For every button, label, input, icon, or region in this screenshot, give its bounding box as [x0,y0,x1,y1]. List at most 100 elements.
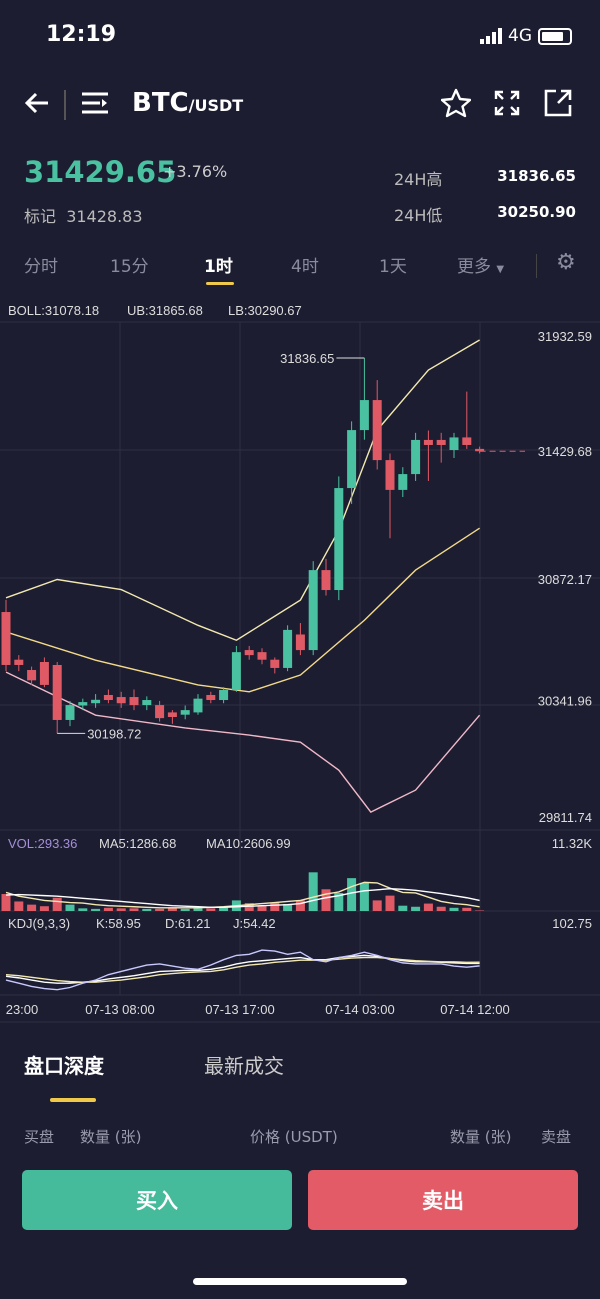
back-arrow-icon[interactable] [22,86,52,120]
candle-up [347,430,357,489]
tab-depth[interactable]: 盘口深度 [24,1054,104,1078]
candle-down [295,634,305,651]
interval-tabs: 分时 15分 1时 4时 1天 更多 ▼ ⚙ [0,250,600,288]
low-label: 24H低 [394,206,443,225]
candle-down [129,697,139,706]
kdj-label: KDJ(9,3,3) [8,916,70,931]
tab-timeline[interactable]: 分时 [24,257,58,277]
candle-up [142,700,152,706]
candle-down [244,650,254,656]
dropdown-icon: ▼ [496,264,505,275]
volume-bar [65,904,75,911]
vol-label: VOL:293.36 [8,836,77,851]
volume-bar [449,907,459,911]
fullscreen-icon[interactable] [492,86,522,120]
y-tick-label: 30341.96 [538,693,592,708]
volume-bar [129,908,139,911]
volume-bar [52,897,62,911]
x-tick-label: 07-13 08:00 [85,1002,154,1017]
candle-down [155,705,165,719]
volume-bar [462,907,472,911]
candle-up [231,652,241,690]
tab-4h[interactable]: 4时 [291,257,319,277]
active-tab-indicator [206,282,234,285]
volume-bar [39,906,49,911]
menu-icon[interactable] [80,86,110,120]
candle-down [462,437,472,445]
volume-ma10-line [5,888,480,908]
kline-chart[interactable]: BOLL:31078.18 UB:31865.68 LB:30290.67 31… [0,293,600,1025]
col-ask: 卖盘 [541,1128,572,1146]
volume-bar [142,908,152,911]
candle-down [167,712,177,717]
volume-bar [385,895,395,911]
volume-bar [1,894,11,911]
col-bid-qty: 数量 (张) [80,1128,142,1146]
volume-bar [219,907,229,911]
volume-bar [155,908,165,911]
volume-bar [283,904,293,911]
candle-up [193,698,203,713]
tab-15m[interactable]: 15分 [110,257,149,277]
tab-1h[interactable]: 1时 [204,257,233,277]
candle-up [91,699,101,704]
share-icon[interactable] [543,86,573,120]
status-indicators: 4G [480,26,572,46]
d-label: D:61.21 [165,916,211,931]
status-time: 12:19 [46,22,117,47]
last-price: 31429.65 [24,155,177,189]
settings-gear-icon[interactable]: ⚙ [556,250,576,275]
vol-max-label: 11.32K [552,836,593,851]
ub-label: UB:31865.68 [127,303,203,318]
candle-down [436,439,446,445]
volume-bar [270,902,280,911]
price-change: +3.76% [163,162,228,181]
candle-down [475,448,485,452]
candle-down [257,652,267,660]
max-price-label: 31836.65 [280,351,334,366]
mark-label: 标记 [24,207,57,226]
candle-down [270,659,280,668]
candle-down [27,670,37,681]
volume-bar [91,908,101,911]
home-indicator[interactable] [193,1278,407,1285]
candle-down [206,694,216,701]
network-type: 4G [508,26,532,46]
tab-latest-trades[interactable]: 最新成交 [204,1054,284,1078]
k-label: K:58.95 [96,916,141,931]
quote-symbol: /USDT [188,96,244,115]
candle-up [359,400,369,431]
candle-down [372,400,382,461]
boll-lower-line [5,671,481,813]
volume-bar [423,903,433,911]
candle-down [14,659,24,665]
low-value: 30250.90 [497,203,576,221]
boll-upper-line [5,339,480,642]
volume-bar [436,906,446,911]
mark-value: 31428.83 [66,207,143,226]
ma10-label: MA10:2606.99 [206,836,291,851]
sell-button[interactable]: 卖出 [308,1170,578,1230]
tab-1d[interactable]: 1天 [379,257,407,277]
volume-bar [359,882,369,911]
volume-bar [78,908,88,911]
current-price-label: 31429.68 [538,444,592,459]
tab-more[interactable]: 更多 ▼ [457,252,504,277]
ma5-label: MA5:1286.68 [99,836,176,851]
pair-title[interactable]: BTC/USDT [132,88,243,118]
base-symbol: BTC [132,88,189,118]
volume-bar [116,908,126,911]
candle-down [116,697,126,704]
star-icon[interactable] [440,86,472,120]
candle-up [65,705,75,720]
volume-bar [347,878,357,911]
buy-button[interactable]: 买入 [22,1170,292,1230]
min-price-label: 30198.72 [87,726,141,741]
boll-mid-line [5,527,480,693]
volume-bar [334,892,344,911]
high-value: 31836.65 [497,167,576,185]
y-tick-label: 31932.59 [538,329,592,344]
candle-up [180,710,190,715]
x-tick-label: 07-14 12:00 [440,1002,509,1017]
volume-bar [411,906,421,911]
